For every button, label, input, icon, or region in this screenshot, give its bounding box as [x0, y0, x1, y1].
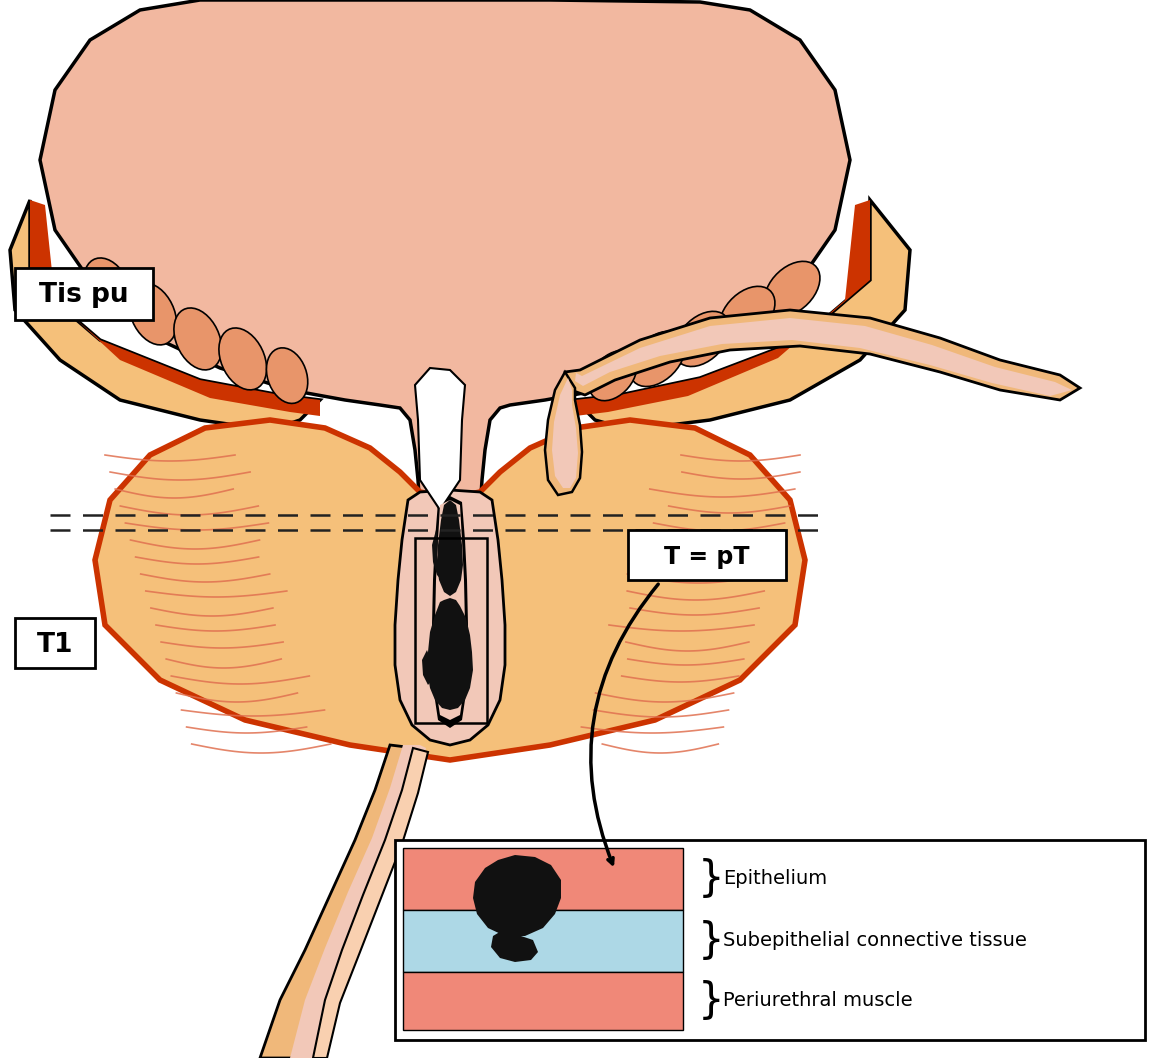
Polygon shape: [415, 368, 465, 510]
Polygon shape: [552, 378, 578, 488]
Text: Tis pu: Tis pu: [39, 282, 129, 308]
Polygon shape: [83, 258, 132, 320]
Text: }: }: [698, 858, 725, 900]
Bar: [415, 539, 486, 723]
Text: Epithelium: Epithelium: [723, 870, 827, 889]
Bar: [403, 910, 683, 972]
Polygon shape: [575, 200, 909, 430]
Polygon shape: [40, 0, 850, 510]
Polygon shape: [719, 287, 774, 342]
Polygon shape: [395, 490, 505, 745]
Text: Subepithelial connective tissue: Subepithelial connective tissue: [723, 931, 1027, 950]
Polygon shape: [260, 745, 415, 1058]
Bar: [15, 618, 95, 668]
Polygon shape: [11, 200, 320, 430]
Polygon shape: [427, 598, 474, 710]
Polygon shape: [491, 930, 538, 962]
Polygon shape: [31, 200, 320, 416]
Polygon shape: [219, 328, 267, 390]
Polygon shape: [313, 748, 428, 1058]
Polygon shape: [432, 530, 443, 582]
Bar: [395, 840, 1144, 1040]
Polygon shape: [765, 261, 820, 316]
Polygon shape: [589, 350, 637, 401]
Polygon shape: [565, 310, 1080, 400]
Polygon shape: [174, 308, 222, 370]
Polygon shape: [437, 500, 463, 596]
Polygon shape: [674, 311, 730, 366]
Polygon shape: [267, 348, 308, 403]
Polygon shape: [129, 282, 176, 345]
Polygon shape: [422, 650, 432, 685]
Polygon shape: [545, 372, 582, 495]
Polygon shape: [575, 318, 1072, 396]
Bar: [15, 268, 153, 320]
Polygon shape: [630, 331, 685, 386]
Text: }: }: [698, 980, 725, 1022]
Text: T1: T1: [36, 632, 73, 658]
Text: }: }: [698, 920, 725, 962]
Bar: [403, 849, 683, 910]
Bar: [627, 530, 786, 580]
Polygon shape: [435, 500, 465, 720]
Polygon shape: [474, 855, 560, 936]
Bar: [403, 972, 683, 1030]
Polygon shape: [290, 745, 427, 1058]
Polygon shape: [432, 496, 468, 728]
Polygon shape: [95, 420, 805, 760]
Polygon shape: [575, 200, 870, 416]
Text: T = pT: T = pT: [664, 545, 750, 569]
Text: Periurethral muscle: Periurethral muscle: [723, 991, 913, 1010]
